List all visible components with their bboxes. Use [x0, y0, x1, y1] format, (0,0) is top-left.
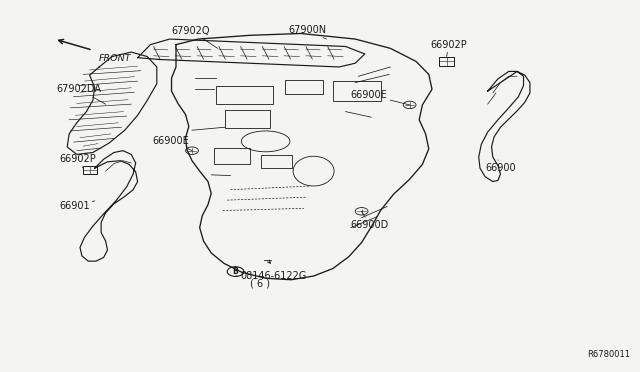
Bar — [83, 166, 97, 174]
Text: 66902P: 66902P — [59, 154, 95, 168]
Text: B: B — [233, 267, 238, 276]
Text: ( 6 ): ( 6 ) — [250, 279, 269, 288]
Text: 66902P: 66902P — [430, 40, 467, 57]
Bar — [333, 81, 381, 101]
Bar — [261, 155, 292, 168]
Text: 08146-6122G: 08146-6122G — [236, 271, 307, 281]
Text: 67902Q: 67902Q — [172, 26, 218, 48]
Bar — [214, 148, 250, 164]
Text: 66900: 66900 — [485, 160, 516, 173]
Text: 66900E: 66900E — [351, 90, 410, 105]
Text: 66901: 66901 — [59, 201, 95, 211]
Bar — [216, 86, 273, 104]
Text: FRONT: FRONT — [99, 54, 132, 63]
Bar — [285, 80, 323, 94]
Text: 67902DA: 67902DA — [56, 84, 106, 104]
Text: 66900E: 66900E — [152, 136, 192, 151]
Bar — [225, 110, 270, 128]
Bar — [439, 57, 454, 66]
Text: 67900N: 67900N — [288, 25, 326, 39]
Text: 66900D: 66900D — [351, 211, 389, 230]
Text: R6780011: R6780011 — [588, 350, 630, 359]
